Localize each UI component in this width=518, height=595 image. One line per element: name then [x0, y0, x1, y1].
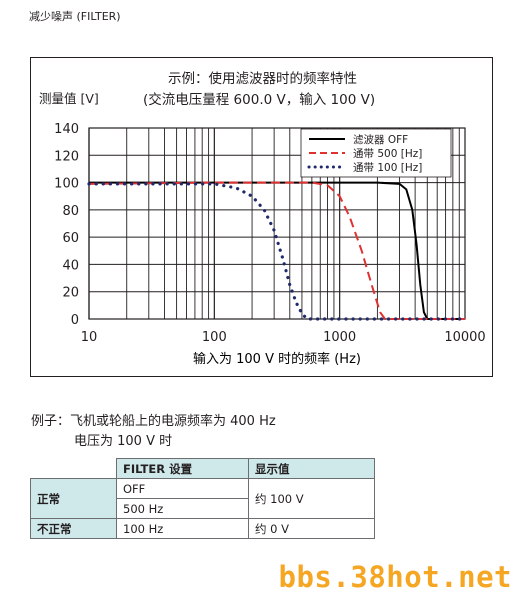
y-tick-label: 0: [71, 313, 79, 328]
x-tick-label: 100: [202, 330, 227, 345]
chart-title: 示例：使用滤波器时的频率特性: [168, 71, 357, 87]
series-line-1: [88, 181, 465, 320]
y-tick-label: 40: [62, 258, 79, 273]
table-corner: [31, 459, 117, 479]
y-tick-label: 80: [62, 204, 79, 219]
cell-display-normal: 约 100 V: [248, 478, 375, 519]
series-line-0: [89, 181, 465, 320]
col-header-filter: FILTER 设置: [116, 458, 249, 479]
chart-panel: 示例：使用滤波器时的频率特性 测量值 [V] (交流电压量程 600.0 V，输…: [30, 57, 493, 377]
row-header-normal: 正常: [30, 478, 117, 519]
x-tick-label: 1000: [323, 330, 356, 345]
example-line-1: 例子：飞机或轮船上的电源频率为 400 Hz: [31, 414, 276, 429]
y-axis-label: 测量值 [V]: [39, 91, 99, 106]
x-axis-label: 输入为 100 V 时的频率 (Hz): [193, 351, 361, 367]
watermark: bbs.38hot.net: [278, 560, 512, 594]
result-table: FILTER 设置 显示值 正常 OFF 约 100 V 500 Hz 不正常 …: [30, 458, 375, 539]
y-tick-label: 140: [54, 122, 79, 137]
cell-filter-500: 500 Hz: [116, 498, 249, 519]
y-tick-label: 100: [54, 177, 79, 192]
series-line-2: [87, 182, 467, 321]
y-tick-label: 120: [54, 149, 79, 164]
col-header-display: 显示值: [248, 458, 375, 479]
legend-label-2: 通带 100 [Hz]: [353, 162, 422, 174]
x-tick-label: 10: [81, 330, 98, 345]
frequency-chart: 0 20 40 60 80 100 120 140 10 100 1000 10000 滤波器 OFF…: [54, 122, 486, 367]
chart-subtitle: (交流电压量程 600.0 V，输入 100 V): [143, 92, 376, 108]
x-tick-label: 10000: [444, 330, 485, 345]
example-line-2: 电压为 100 V 时: [74, 434, 173, 449]
legend-label-0: 滤波器 OFF: [353, 133, 408, 146]
chart-series: [87, 181, 467, 321]
y-tick-label: 60: [62, 231, 79, 246]
cell-filter-off: OFF: [116, 478, 249, 499]
cell-filter-100: 100 Hz: [116, 518, 249, 539]
legend-label-1: 通带 500 [Hz]: [353, 148, 422, 160]
row-header-abnormal: 不正常: [30, 518, 117, 539]
y-tick-label: 20: [62, 286, 79, 301]
cell-display-abnormal: 约 0 V: [248, 518, 375, 539]
chart-legend: 滤波器 OFF 通带 500 [Hz] 通带 100 [Hz]: [300, 128, 452, 178]
section-title: 减少噪声 (FILTER): [29, 10, 121, 23]
